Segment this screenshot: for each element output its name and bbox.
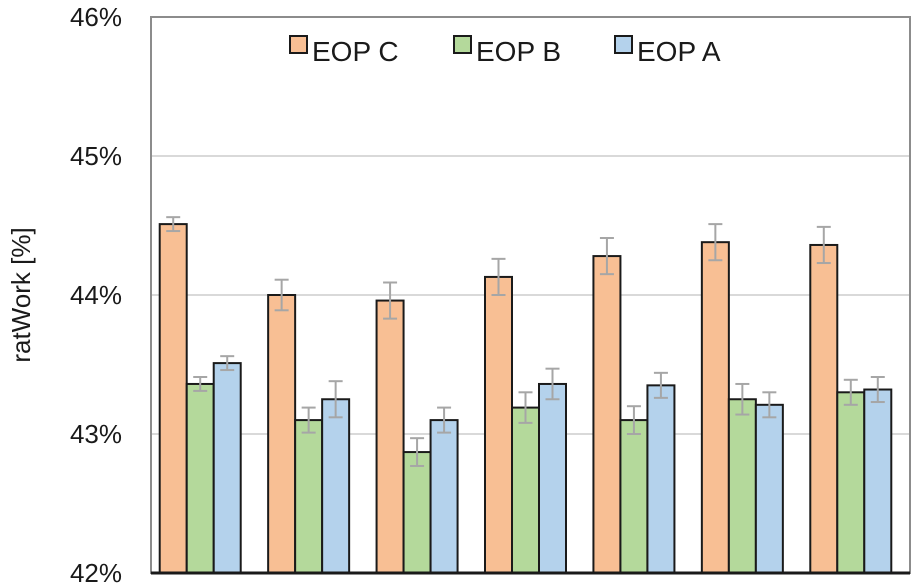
error-bar <box>328 380 343 419</box>
legend-swatch <box>453 35 472 54</box>
bar-eop-b <box>619 419 649 574</box>
error-bar <box>383 281 398 320</box>
legend-item: EOP A <box>614 35 721 67</box>
bar-eop-b <box>836 391 866 574</box>
error-bar <box>708 223 723 262</box>
error-bar <box>518 391 533 424</box>
bar-eop-b <box>727 398 757 574</box>
y-axis-title: ratWork [%] <box>6 227 36 362</box>
bar-eop-c <box>484 275 513 574</box>
error-bar <box>220 355 235 372</box>
bar-eop-a <box>646 384 676 574</box>
y-tick-label: 43% <box>70 419 122 449</box>
bar-eop-b <box>185 382 215 574</box>
error-bar <box>274 278 289 312</box>
error-bar <box>599 237 614 276</box>
bar-eop-a <box>429 419 459 574</box>
legend-label: EOP C <box>312 36 399 67</box>
legend-item: EOP C <box>289 35 399 67</box>
error-bar <box>437 406 452 434</box>
bar-eop-c <box>592 255 622 574</box>
bar-eop-c <box>375 299 405 574</box>
error-bar <box>545 367 560 401</box>
error-bar <box>653 371 668 399</box>
bar-eop-a <box>321 398 351 574</box>
error-bar <box>166 216 181 233</box>
bar-eop-a <box>863 388 893 574</box>
error-bar <box>735 382 750 416</box>
legend-item: EOP B <box>453 35 561 67</box>
legend-swatch <box>289 35 308 54</box>
error-bar <box>870 376 885 404</box>
legend: EOP C EOP B EOP A <box>289 35 721 67</box>
error-bar <box>491 257 506 296</box>
y-tick-labels: 42% 43% 44% 45% 46% <box>70 2 122 585</box>
error-bars <box>166 216 885 467</box>
bar-eop-c <box>267 294 297 574</box>
bar-eop-b <box>402 451 432 575</box>
legend-swatch <box>614 35 633 54</box>
error-bar <box>843 378 858 406</box>
bar-eop-b <box>294 419 324 574</box>
y-tick-label: 46% <box>70 2 122 32</box>
error-bar <box>193 376 208 392</box>
y-tick-label: 44% <box>70 280 122 310</box>
bar-eop-a <box>754 403 784 574</box>
bar-eop-c <box>809 243 839 575</box>
bar-eop-c <box>158 223 188 575</box>
y-tick-label: 42% <box>70 558 122 585</box>
bars <box>158 223 893 575</box>
legend-label: EOP A <box>637 36 721 67</box>
y-tick-label: 45% <box>70 141 122 171</box>
bar-eop-c <box>700 241 730 574</box>
legend-label: EOP B <box>476 36 561 67</box>
bar-eop-a <box>538 382 567 574</box>
bar-eop-a <box>212 362 242 574</box>
error-bar <box>626 405 641 435</box>
error-bar <box>301 406 316 434</box>
error-bar <box>762 391 777 419</box>
bar-eop-b <box>511 406 540 574</box>
error-bar <box>410 437 425 467</box>
error-bar <box>816 225 831 265</box>
